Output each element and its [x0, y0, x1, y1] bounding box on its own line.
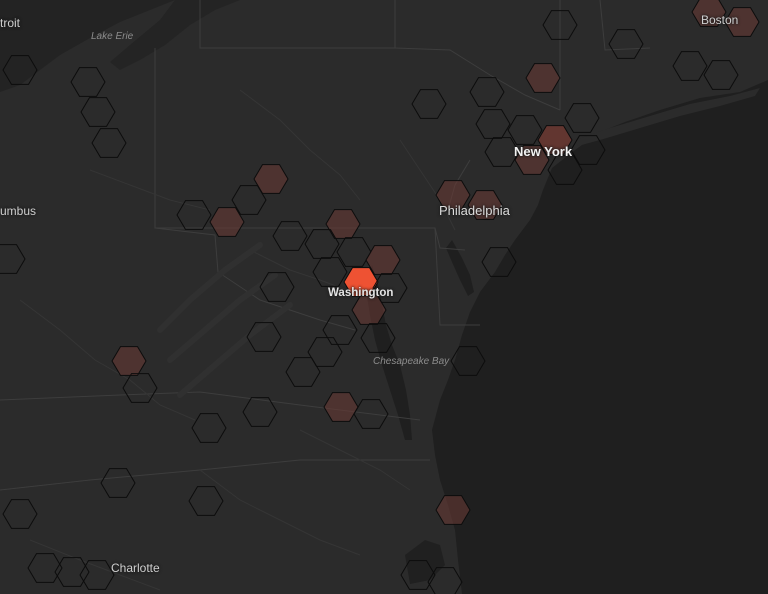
hexbin-cell[interactable]	[54, 557, 90, 587]
hexbin-cell[interactable]	[507, 115, 543, 145]
hexbin-cell[interactable]	[70, 67, 106, 97]
terrain	[157, 242, 293, 398]
hexbin-cell-filled[interactable]	[691, 0, 727, 27]
atlantic-ocean-shape	[432, 80, 768, 594]
hexbin-cell[interactable]	[285, 357, 321, 387]
hexbin-cell-filled[interactable]	[323, 392, 359, 422]
hexbin-cell[interactable]	[27, 553, 63, 583]
hexbin-cell[interactable]	[703, 60, 739, 90]
hexbin-cell[interactable]	[484, 137, 520, 167]
hexbin-cell-filled[interactable]	[525, 63, 561, 93]
city-label-detroit[interactable]: troit	[0, 16, 21, 30]
hexbin-cell-filled[interactable]	[467, 190, 503, 220]
hexbin-cell[interactable]	[570, 135, 606, 165]
water-label-lake-erie: Lake Erie	[91, 31, 134, 42]
hexbin-cell-filled[interactable]	[435, 495, 471, 525]
lake-upper-shape	[110, 0, 240, 70]
hexbin-cell[interactable]	[122, 373, 158, 403]
hexbin-cell[interactable]	[469, 77, 505, 107]
hexbin-cell-filled[interactable]	[514, 145, 550, 175]
city-label-new-york[interactable]: New York	[514, 144, 573, 159]
hexbin-cell[interactable]	[188, 486, 224, 516]
hexbin-cell-filled[interactable]	[365, 245, 401, 275]
hexbin-cell[interactable]	[2, 499, 38, 529]
hexbin-cell[interactable]	[427, 567, 463, 594]
hexbin-cell[interactable]	[450, 346, 486, 376]
hexbin-cell[interactable]	[176, 200, 212, 230]
hexbin-cell-filled[interactable]	[111, 346, 147, 376]
hexbin-cell[interactable]	[547, 155, 583, 185]
hexbin-cell[interactable]	[242, 397, 278, 427]
delaware-bay-shape	[446, 240, 474, 296]
hexbin-cell[interactable]	[608, 29, 644, 59]
hexbin-cell[interactable]	[481, 247, 517, 277]
hexbin-cell-filled[interactable]	[435, 180, 471, 210]
hexbin-cell[interactable]	[312, 257, 348, 287]
hexbin-cell-filled[interactable]	[325, 209, 361, 239]
hexbin-cell[interactable]	[91, 128, 127, 158]
hexbin-cell[interactable]	[0, 244, 26, 274]
hexbin-cell[interactable]	[411, 89, 447, 119]
hexbin-cell[interactable]	[246, 322, 282, 352]
city-label-washington[interactable]: Washington	[328, 287, 394, 299]
hexbin-cell-filled[interactable]	[253, 164, 289, 194]
hexbin-cell[interactable]	[564, 103, 600, 133]
hexbin-cell[interactable]	[304, 229, 340, 259]
pamlico-sound-shape	[405, 540, 445, 584]
hexbin-cell[interactable]	[79, 560, 115, 590]
hexbin-cell[interactable]	[191, 413, 227, 443]
water-label-chesapeake-bay: Chesapeake Bay	[373, 356, 450, 367]
city-label-charlotte[interactable]: Charlotte	[111, 561, 160, 575]
city-label-columbus[interactable]: umbus	[0, 204, 37, 218]
hexbin-cell[interactable]	[80, 97, 116, 127]
hexbin-cell[interactable]	[672, 51, 708, 81]
hexbin-cell[interactable]	[322, 315, 358, 345]
hexbin-cell[interactable]	[542, 10, 578, 40]
hexbin-cell-filled[interactable]	[724, 7, 760, 37]
hexbin-cell-filled[interactable]	[537, 125, 573, 155]
hexbin-cell[interactable]	[336, 237, 372, 267]
hexbin-cell[interactable]	[231, 185, 267, 215]
hexbin-cell[interactable]	[372, 273, 408, 303]
hexbin-cell-filled[interactable]	[351, 295, 387, 325]
hexbin-cell[interactable]	[400, 560, 436, 590]
hexbin-cell[interactable]	[307, 337, 343, 367]
hexbin-cell[interactable]	[2, 55, 38, 85]
hexbin-cell[interactable]	[100, 468, 136, 498]
city-label-philadelphia[interactable]: Philadelphia	[439, 203, 510, 218]
hexbin-cell[interactable]	[272, 221, 308, 251]
hexbin-cell[interactable]	[353, 399, 389, 429]
city-label-boston[interactable]: Boston	[701, 13, 739, 27]
hexbin-cell-filled[interactable]	[209, 207, 245, 237]
hexbin-cell[interactable]	[360, 323, 396, 353]
long-island-shape	[575, 88, 760, 146]
hexbin-cell[interactable]	[259, 272, 295, 302]
lake-erie-shape	[0, 0, 175, 92]
hexbin-cell[interactable]	[475, 109, 511, 139]
